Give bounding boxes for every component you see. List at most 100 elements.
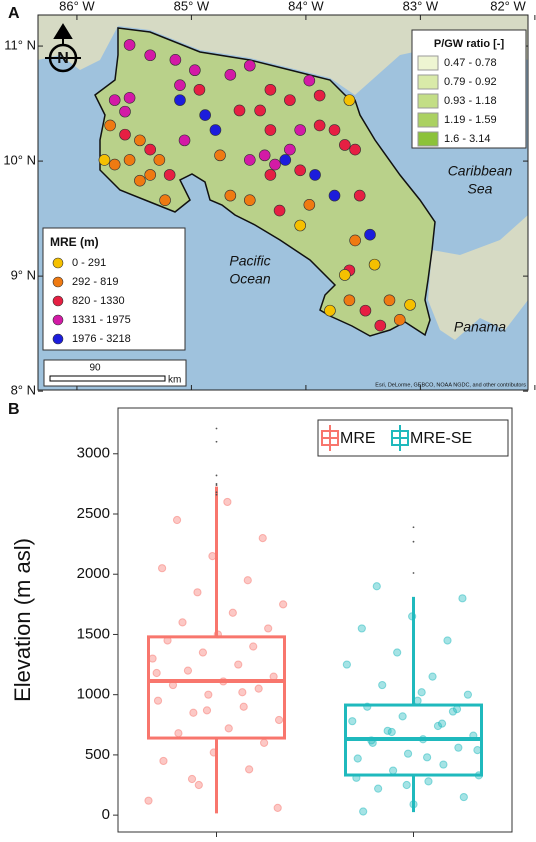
jitter-point (387, 727, 396, 737)
outlier (412, 526, 415, 529)
y-tick-label: 3000 (77, 445, 110, 462)
y-tick-label: 2500 (77, 505, 110, 522)
lon-tick-label: 86° W (59, 0, 95, 13)
legend-label: 292 - 819 (72, 276, 118, 288)
legend-swatch (417, 55, 439, 71)
site-point (243, 59, 256, 72)
site-point (119, 105, 131, 118)
site-point (123, 92, 136, 104)
site-point (233, 104, 246, 117)
site-point (393, 314, 406, 326)
site-point (284, 94, 296, 106)
site-point (224, 189, 237, 202)
site-point (349, 234, 361, 247)
jitter-point (172, 515, 182, 525)
jitter-point (403, 749, 413, 758)
legend-swatch (417, 93, 439, 109)
jitter-point (448, 707, 458, 716)
outlier (215, 491, 218, 494)
jitter-point (458, 594, 467, 603)
site-point (303, 199, 316, 211)
jitter-point (402, 780, 411, 790)
legend-swatch (52, 314, 64, 326)
jitter-point (437, 719, 447, 728)
jitter-point (413, 696, 422, 705)
outlier (412, 540, 415, 543)
jitter-point (239, 702, 248, 711)
jitter-point (258, 533, 267, 543)
scale-unit: km (168, 375, 181, 386)
lon-tick-label: 84° W (288, 0, 324, 13)
site-point (174, 79, 186, 91)
site-point (343, 294, 356, 307)
panel-label: B (8, 401, 20, 418)
panel-label: A (8, 5, 20, 22)
y-tick-label: 1000 (77, 686, 110, 703)
jitter-point (228, 608, 237, 617)
site-point (243, 194, 256, 206)
site-point (328, 124, 341, 136)
site-point (224, 69, 237, 81)
legend-label: 820 - 1330 (72, 295, 125, 307)
site-point (119, 128, 131, 141)
legend-label: 0.79 - 0.92 (444, 76, 497, 88)
site-point (343, 94, 356, 106)
jitter-point (187, 774, 197, 784)
site-point (214, 149, 226, 162)
site-point (364, 228, 376, 241)
jitter-point (254, 684, 263, 693)
legend-label: 0 - 291 (72, 257, 106, 269)
jitter-point (357, 624, 366, 633)
site-point (284, 143, 296, 156)
site-point (264, 83, 277, 96)
jitter-point (223, 497, 232, 507)
jitter-point (243, 576, 252, 585)
legend-swatch (52, 257, 64, 269)
site-point (108, 94, 121, 106)
legend-title: MRE (m) (50, 235, 99, 249)
site-point (279, 154, 292, 166)
nicaragua-land (38, 15, 528, 95)
scale-value: 90 (89, 363, 101, 374)
site-point (144, 143, 156, 156)
site-point (189, 64, 201, 77)
site-point (324, 304, 336, 317)
site-point (264, 169, 277, 181)
site-point (104, 119, 116, 132)
country-label: Panama (454, 319, 506, 335)
panama-land (428, 215, 528, 340)
jitter-point (433, 721, 443, 731)
y-tick-label: 1500 (77, 625, 110, 642)
jitter-point (454, 743, 463, 752)
site-point (254, 104, 266, 117)
site-point (328, 189, 341, 202)
site-point (153, 154, 166, 166)
site-point (313, 119, 326, 132)
site-point (309, 169, 321, 181)
jitter-point (372, 582, 381, 591)
jitter-point (279, 600, 288, 609)
jitter-point (274, 715, 284, 725)
site-point (159, 194, 171, 206)
site-point (134, 134, 146, 147)
site-point (353, 189, 366, 202)
credit: Esri, DeLorme, GEBCO, NOAA NGDC, and oth… (375, 382, 526, 388)
jitter-point (144, 796, 153, 805)
jitter-point (152, 668, 161, 678)
jitter-point (273, 803, 282, 813)
jitter-point (423, 753, 432, 762)
jitter-point (249, 642, 258, 651)
outlier (215, 493, 218, 496)
site-point (123, 39, 136, 51)
jitter-point (378, 680, 387, 690)
site-point (243, 154, 256, 166)
jitter-point (452, 705, 462, 714)
site-point (144, 49, 156, 62)
legend-swatch (52, 295, 64, 307)
outlier (215, 474, 218, 477)
y-axis-label: Elevation (m asl) (10, 538, 35, 702)
legend-label: 1331 - 1975 (72, 314, 131, 326)
jitter-point (439, 760, 448, 769)
site-point (123, 154, 136, 166)
